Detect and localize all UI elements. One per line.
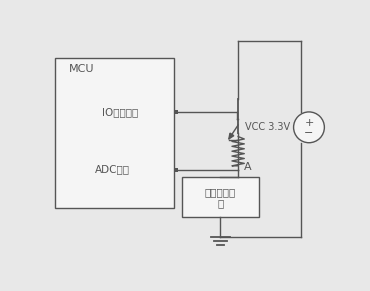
Text: −: − bbox=[304, 128, 314, 138]
Text: IO开关控制: IO开关控制 bbox=[102, 107, 139, 117]
Text: MCU: MCU bbox=[69, 64, 94, 74]
Text: ADC采样: ADC采样 bbox=[95, 165, 130, 175]
Text: 器: 器 bbox=[217, 198, 223, 209]
Text: 方向盘控制: 方向盘控制 bbox=[205, 187, 236, 197]
Text: VCC 3.3V: VCC 3.3V bbox=[245, 122, 290, 132]
Bar bbox=[55, 58, 174, 208]
Bar bbox=[182, 178, 259, 217]
Bar bbox=[174, 168, 178, 172]
Polygon shape bbox=[229, 133, 234, 139]
Circle shape bbox=[293, 112, 324, 143]
Bar bbox=[174, 110, 178, 114]
Text: +: + bbox=[304, 118, 314, 128]
Text: A: A bbox=[244, 162, 252, 172]
